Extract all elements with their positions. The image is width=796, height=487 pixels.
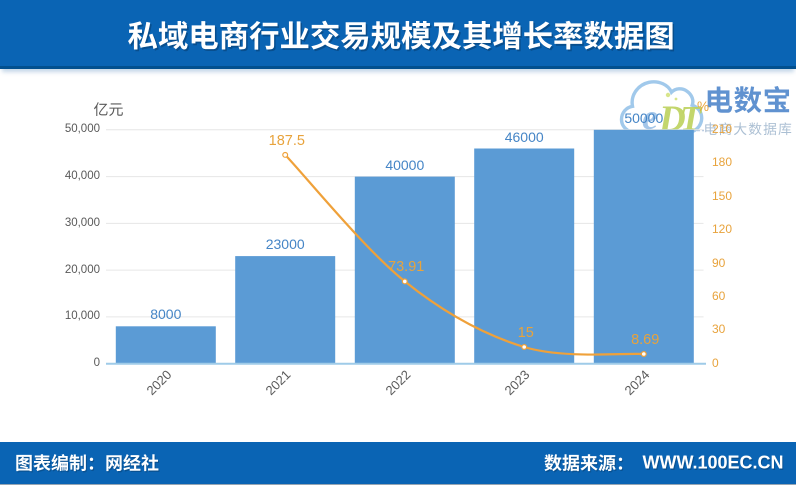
- svg-text:WWW.100EC.CN: WWW.100EC.CN: [643, 453, 784, 473]
- svg-text:T: T: [680, 99, 703, 138]
- svg-text:WWW.100EC.CN: WWW.100EC.CN: [644, 454, 785, 474]
- svg-text:e: e: [642, 97, 658, 137]
